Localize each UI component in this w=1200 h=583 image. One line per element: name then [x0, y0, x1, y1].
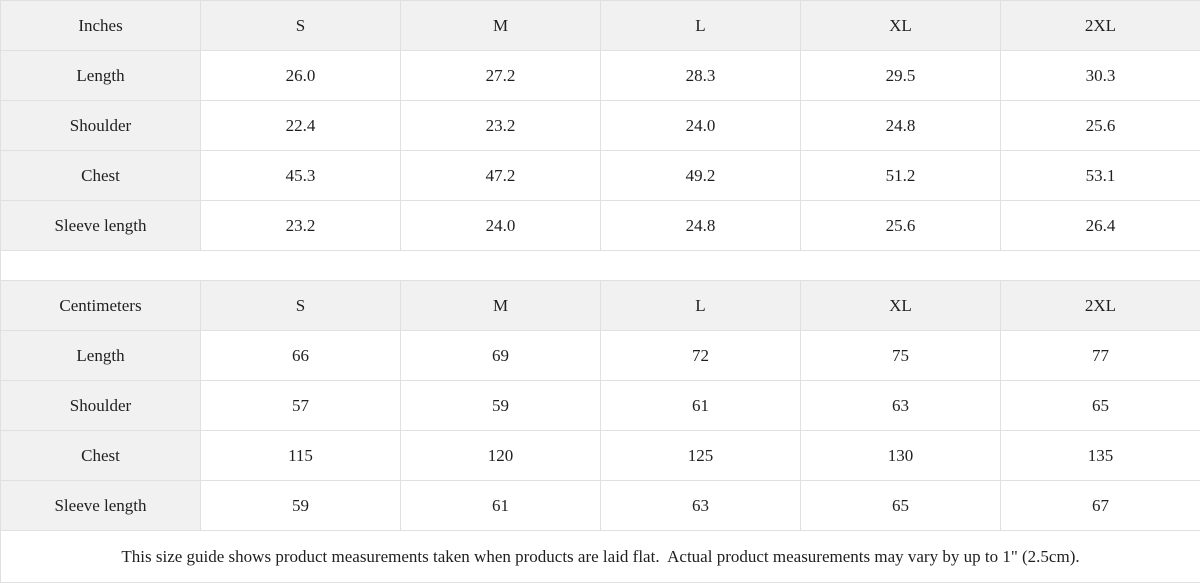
measurement-value: 49.2	[601, 151, 801, 201]
size-column-header-s: S	[201, 1, 401, 51]
measurement-value: 120	[401, 431, 601, 481]
measurement-value: 22.4	[201, 101, 401, 151]
size-column-header-2xl: 2XL	[1001, 281, 1200, 331]
measurement-value: 135	[1001, 431, 1200, 481]
table-row: Shoulder 57 59 61 63 65	[1, 381, 1200, 431]
table-row: Shoulder 22.4 23.2 24.0 24.8 25.6	[1, 101, 1200, 151]
measurement-value: 26.4	[1001, 201, 1200, 251]
table-row: Length 26.0 27.2 28.3 29.5 30.3	[1, 51, 1200, 101]
measurement-value: 24.0	[401, 201, 601, 251]
measurement-value: 61	[401, 481, 601, 531]
separator-cell	[1, 251, 1200, 281]
measurement-value: 65	[1001, 381, 1200, 431]
measurement-label: Chest	[1, 431, 201, 481]
table-row: Chest 45.3 47.2 49.2 51.2 53.1	[1, 151, 1200, 201]
measurement-value: 24.0	[601, 101, 801, 151]
unit-label-centimeters: Centimeters	[1, 281, 201, 331]
measurement-value: 63	[601, 481, 801, 531]
table-separator	[1, 251, 1200, 281]
measurement-value: 26.0	[201, 51, 401, 101]
measurement-value: 75	[801, 331, 1001, 381]
measurement-value: 51.2	[801, 151, 1001, 201]
measurement-label: Length	[1, 331, 201, 381]
measurement-value: 23.2	[401, 101, 601, 151]
measurement-value: 125	[601, 431, 801, 481]
measurement-value: 65	[801, 481, 1001, 531]
measurement-label: Length	[1, 51, 201, 101]
measurement-value: 59	[201, 481, 401, 531]
centimeters-header-row: Centimeters S M L XL 2XL	[1, 281, 1200, 331]
measurement-value: 63	[801, 381, 1001, 431]
measurement-value: 29.5	[801, 51, 1001, 101]
measurement-value: 67	[1001, 481, 1200, 531]
measurement-value: 77	[1001, 331, 1200, 381]
unit-label-inches: Inches	[1, 1, 201, 51]
measurement-value: 25.6	[1001, 101, 1200, 151]
measurement-value: 72	[601, 331, 801, 381]
size-column-header-xl: XL	[801, 281, 1001, 331]
measurement-value: 130	[801, 431, 1001, 481]
measurement-value: 27.2	[401, 51, 601, 101]
measurement-value: 66	[201, 331, 401, 381]
measurement-value: 24.8	[601, 201, 801, 251]
table-row: Chest 115 120 125 130 135	[1, 431, 1200, 481]
measurement-label: Sleeve length	[1, 481, 201, 531]
measurement-value: 61	[601, 381, 801, 431]
size-column-header-2xl: 2XL	[1001, 1, 1200, 51]
size-column-header-l: L	[601, 1, 801, 51]
measurement-value: 57	[201, 381, 401, 431]
size-column-header-s: S	[201, 281, 401, 331]
measurement-value: 47.2	[401, 151, 601, 201]
measurement-value: 28.3	[601, 51, 801, 101]
measurement-value: 69	[401, 331, 601, 381]
table-row: Length 66 69 72 75 77	[1, 331, 1200, 381]
size-guide-note: This size guide shows product measuremen…	[1, 531, 1200, 583]
table-row: Sleeve length 23.2 24.0 24.8 25.6 26.4	[1, 201, 1200, 251]
measurement-label: Sleeve length	[1, 201, 201, 251]
measurement-value: 53.1	[1001, 151, 1200, 201]
footer-row: This size guide shows product measuremen…	[1, 531, 1200, 583]
measurement-label: Chest	[1, 151, 201, 201]
measurement-value: 59	[401, 381, 601, 431]
measurement-label: Shoulder	[1, 381, 201, 431]
measurement-value: 25.6	[801, 201, 1001, 251]
measurement-value: 24.8	[801, 101, 1001, 151]
measurement-label: Shoulder	[1, 101, 201, 151]
measurement-value: 115	[201, 431, 401, 481]
size-column-header-l: L	[601, 281, 801, 331]
measurement-value: 30.3	[1001, 51, 1200, 101]
inches-header-row: Inches S M L XL 2XL	[1, 1, 1200, 51]
table-row: Sleeve length 59 61 63 65 67	[1, 481, 1200, 531]
size-column-header-m: M	[401, 281, 601, 331]
measurement-value: 45.3	[201, 151, 401, 201]
size-column-header-xl: XL	[801, 1, 1001, 51]
measurement-value: 23.2	[201, 201, 401, 251]
size-column-header-m: M	[401, 1, 601, 51]
